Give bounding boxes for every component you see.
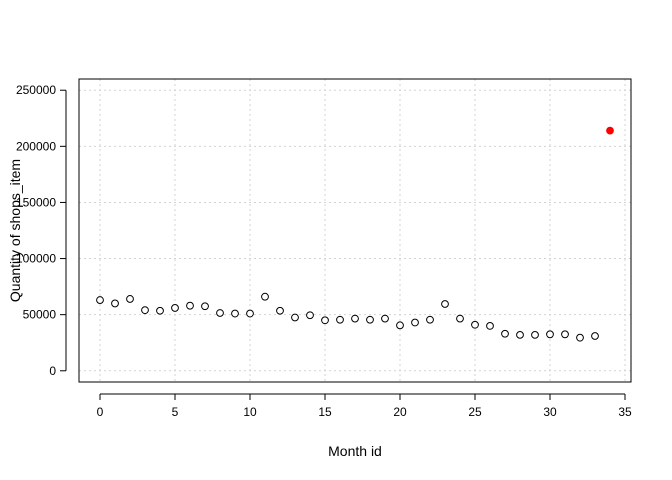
x-axis: 0 5 10 15 20 25 30 35 <box>97 393 632 419</box>
data-point <box>516 330 524 339</box>
data-point <box>546 330 554 339</box>
data-point <box>201 302 209 311</box>
plot-area-border <box>78 78 632 383</box>
data-point <box>291 313 299 322</box>
data-point <box>351 314 359 323</box>
grid-layer <box>79 79 631 382</box>
data-point <box>591 332 599 340</box>
y-tick-label: 200000 <box>16 139 56 153</box>
y-tick-label: 150000 <box>16 195 56 209</box>
data-point <box>276 306 284 315</box>
y-tick-label: 50000 <box>23 308 57 322</box>
data-point <box>216 309 224 317</box>
data-point <box>96 296 104 304</box>
data-point <box>501 329 509 338</box>
data-point <box>486 321 494 330</box>
data-point <box>381 314 389 323</box>
data-point <box>141 306 149 315</box>
data-point <box>531 330 539 339</box>
x-tick-label: 30 <box>543 405 557 419</box>
data-point <box>426 315 434 324</box>
x-tick-label: 15 <box>318 405 332 419</box>
data-point <box>396 321 404 330</box>
y-tick-label: 100000 <box>16 252 56 266</box>
data-point <box>171 304 179 312</box>
data-point <box>126 295 134 303</box>
data-point <box>306 311 314 320</box>
x-tick-label: 25 <box>468 405 482 419</box>
data-point <box>111 299 119 308</box>
data-points <box>96 126 614 342</box>
y-tick-label: 0 <box>49 364 56 378</box>
x-tick-label: 35 <box>618 405 632 419</box>
y-axis-title: Quantity of shops_item <box>7 159 23 302</box>
data-point <box>441 300 449 308</box>
data-point <box>156 306 164 315</box>
data-point <box>561 330 569 339</box>
x-tick-label: 0 <box>97 405 104 419</box>
data-point <box>261 292 269 301</box>
data-point <box>321 316 329 325</box>
data-point <box>246 309 254 318</box>
y-tick-label: 250000 <box>16 83 56 97</box>
data-point <box>456 314 464 323</box>
highlight-point <box>606 126 614 135</box>
data-point <box>366 315 374 324</box>
data-point <box>411 318 419 327</box>
data-point <box>231 309 239 318</box>
data-point <box>471 320 479 329</box>
data-point <box>576 333 584 342</box>
x-tick-label: 10 <box>243 405 257 419</box>
data-point <box>186 301 194 310</box>
x-tick-label: 20 <box>393 405 407 419</box>
x-axis-title: Month id <box>328 443 382 459</box>
y-axis: 0 50000 100000 150000 200000 250000 <box>16 83 67 378</box>
x-tick-label: 5 <box>172 405 179 419</box>
data-point <box>336 315 344 324</box>
